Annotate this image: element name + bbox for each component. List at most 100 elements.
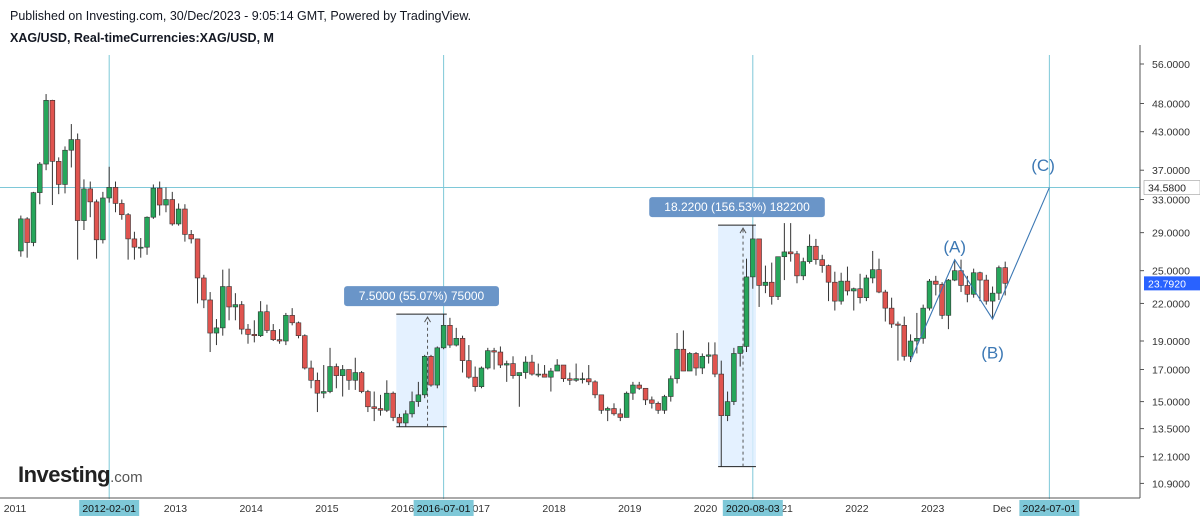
- candle-body: [302, 335, 308, 369]
- candle-body: [415, 394, 422, 402]
- candle-body: [421, 355, 428, 396]
- candle-body: [560, 364, 567, 380]
- candle-body: [832, 281, 838, 302]
- time-tick-label: 2018: [542, 503, 566, 515]
- candle-body: [276, 339, 283, 342]
- candle-body: [321, 391, 327, 394]
- candle-body: [769, 281, 775, 297]
- candle-body: [24, 218, 30, 243]
- candle-body: [756, 238, 762, 286]
- time-highlight-bg-3: [722, 500, 783, 516]
- candle-body: [144, 216, 150, 248]
- candle-body: [939, 284, 945, 316]
- price-tick-label: 19.0000: [1152, 336, 1190, 348]
- time-highlight-label-1: 2012-02-01: [82, 503, 136, 515]
- candle-body: [62, 149, 68, 185]
- candle-body: [346, 369, 352, 381]
- measure-label-bg-1: [344, 286, 499, 307]
- candle-body: [175, 208, 182, 225]
- candle-body: [485, 350, 491, 369]
- candle-body: [504, 363, 510, 366]
- price-tick-label: 13.5000: [1152, 424, 1190, 436]
- candle-body: [548, 370, 554, 378]
- candle-body: [440, 325, 447, 349]
- candle-body: [869, 269, 876, 279]
- candle-body: [220, 286, 226, 329]
- candle-body: [226, 286, 232, 308]
- candle-body: [194, 238, 201, 279]
- last-price-label: 23.7920: [1148, 278, 1186, 290]
- candle-body: [933, 280, 939, 285]
- time-tick-label: 2016: [391, 503, 415, 515]
- candle-body: [800, 261, 806, 277]
- candle-body: [888, 307, 895, 325]
- candle-body: [794, 253, 800, 277]
- candle-body: [567, 378, 573, 381]
- candle-body: [554, 364, 560, 372]
- candle-body: [825, 265, 832, 283]
- time-highlight-bg-2: [413, 500, 474, 516]
- candle-body: [806, 245, 813, 262]
- candle-body: [851, 288, 857, 292]
- price-tick-label: 56.0000: [1152, 59, 1190, 71]
- candle-body: [371, 406, 377, 409]
- candle-body: [844, 280, 851, 292]
- price-tick-label: 43.0000: [1152, 127, 1190, 139]
- candle-body: [87, 188, 93, 203]
- candle-body: [731, 353, 737, 402]
- candle-body: [926, 280, 933, 309]
- candle-body: [245, 328, 251, 335]
- elliott-wave-path: [910, 187, 1050, 361]
- candle-body: [573, 378, 579, 381]
- measure-arrowhead-1: [424, 316, 431, 323]
- candle-body: [384, 392, 390, 411]
- candle-body: [68, 139, 75, 151]
- wave-label-a: (A): [943, 238, 966, 257]
- time-tick-label: 2015: [315, 503, 339, 515]
- candle-body: [699, 355, 706, 369]
- candle-body: [895, 323, 901, 326]
- candle-body: [428, 355, 434, 386]
- candle-body: [813, 245, 819, 260]
- candle-body: [112, 187, 119, 204]
- candle-body: [466, 360, 472, 378]
- time-tick-label: 2020: [694, 503, 718, 515]
- candle-body: [535, 373, 541, 376]
- candle-body: [743, 276, 750, 347]
- candle-body: [125, 214, 131, 240]
- candle-body: [1002, 267, 1008, 284]
- candle-body: [43, 100, 49, 165]
- candle-body: [655, 403, 661, 411]
- price-tick-label: 15.0000: [1152, 397, 1190, 409]
- last-price-label-bg: [1144, 276, 1200, 291]
- candle-body: [636, 384, 642, 389]
- candle-body: [93, 201, 100, 241]
- candle-body: [592, 381, 598, 396]
- candle-body: [522, 361, 529, 373]
- price-tick-label: 10.9000: [1152, 478, 1190, 490]
- logo-brand: Investing: [18, 462, 111, 487]
- candle-body: [232, 304, 239, 308]
- price-tick-label: 22.0000: [1152, 298, 1190, 310]
- price-tick-label: 48.0000: [1152, 98, 1190, 110]
- candle-body: [409, 401, 415, 415]
- published-info: Published on Investing.com, 30/Dec/2023 …: [10, 9, 472, 23]
- candle-body: [857, 288, 863, 298]
- candle-body: [150, 187, 157, 218]
- wave-label-c: (C): [1031, 156, 1055, 175]
- candle-body: [989, 292, 996, 302]
- candle-body: [781, 251, 788, 258]
- candle-body: [201, 277, 207, 301]
- candle-body: [882, 291, 889, 309]
- candle-body: [264, 311, 270, 331]
- time-tick-label: 2019: [618, 503, 642, 515]
- candle-body: [339, 369, 346, 376]
- logo-tld: .com: [110, 469, 143, 486]
- candle-body: [541, 373, 548, 378]
- candle-body: [983, 279, 989, 302]
- time-tick-label: 2013: [164, 503, 188, 515]
- candle-body: [996, 267, 1002, 294]
- candle-body: [668, 378, 674, 397]
- candle-body: [377, 408, 384, 411]
